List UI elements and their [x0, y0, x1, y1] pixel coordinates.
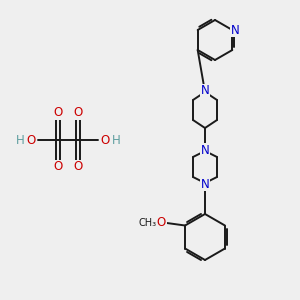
- Text: O: O: [100, 134, 109, 146]
- Text: H: H: [16, 134, 24, 146]
- Text: H: H: [112, 134, 120, 146]
- Text: CH₃: CH₃: [138, 218, 156, 229]
- Text: O: O: [53, 160, 63, 173]
- Text: N: N: [201, 143, 209, 157]
- Text: O: O: [74, 106, 82, 119]
- Text: O: O: [26, 134, 36, 146]
- Text: N: N: [201, 178, 209, 190]
- Text: O: O: [74, 160, 82, 173]
- Text: N: N: [231, 23, 240, 37]
- Text: O: O: [157, 216, 166, 229]
- Text: N: N: [201, 85, 209, 98]
- Text: O: O: [53, 106, 63, 119]
